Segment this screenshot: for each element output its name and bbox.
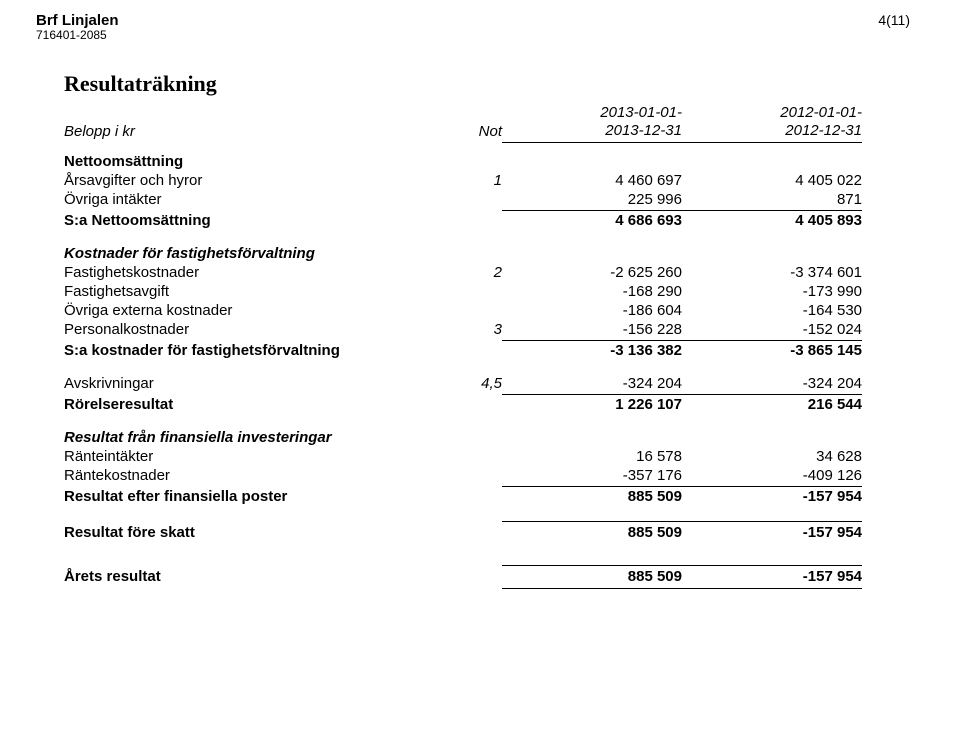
row-note: 2 bbox=[454, 264, 502, 281]
row-a: 225 996 bbox=[502, 191, 682, 208]
section-heading-label: Kostnader för fastighetsförvaltning bbox=[64, 245, 454, 262]
table-row: Övriga intäkter 225 996 871 bbox=[64, 190, 900, 209]
row-a: -357 176 bbox=[502, 467, 682, 484]
table-row: Övriga externa kostnader -186 604 -164 5… bbox=[64, 301, 900, 320]
table-row: Fastighetsavgift -168 290 -173 990 bbox=[64, 282, 900, 301]
table-row: Årsavgifter och hyror 1 4 460 697 4 405 … bbox=[64, 171, 900, 190]
org-name: Brf Linjalen bbox=[36, 12, 119, 29]
row-label: Fastighetsavgift bbox=[64, 283, 454, 300]
table-header-row: Belopp i kr Not 2013-01-01- 2013-12-31 2… bbox=[64, 103, 900, 141]
row-note: 4,5 bbox=[454, 375, 502, 392]
section-heading-label: Nettoomsättning bbox=[64, 153, 454, 170]
col-header-b: 2012-01-01- 2012-12-31 bbox=[682, 104, 862, 140]
subtotal-b: 216 544 bbox=[682, 394, 862, 413]
subtotal-label: Resultat före skatt bbox=[64, 524, 454, 541]
subtotal-a: 885 509 bbox=[502, 486, 682, 505]
row-b: -409 126 bbox=[682, 467, 862, 484]
row-label: Fastighetskostnader bbox=[64, 264, 454, 281]
section-heading-label: Resultat från finansiella investeringar bbox=[64, 429, 454, 446]
row-note: 3 bbox=[454, 321, 502, 338]
row-b: 871 bbox=[682, 191, 862, 208]
subtotal-label: Resultat efter finansiella poster bbox=[64, 488, 454, 505]
page-title: Resultaträkning bbox=[36, 71, 910, 97]
row-label: Personalkostnader bbox=[64, 321, 454, 338]
col-header-a-l2: 2013-12-31 bbox=[605, 122, 682, 139]
subtotal-b: -157 954 bbox=[682, 524, 862, 541]
row-label: Räntekostnader bbox=[64, 467, 454, 484]
total-b: -157 954 bbox=[682, 568, 862, 585]
subtotal-b: 4 405 893 bbox=[682, 210, 862, 229]
subtotal-a: 4 686 693 bbox=[502, 210, 682, 229]
col-header-b-l1: 2012-01-01- bbox=[780, 104, 862, 121]
page-number: 4(11) bbox=[878, 12, 910, 28]
subtotal-row: S:a Nettoomsättning 4 686 693 4 405 893 bbox=[64, 209, 900, 230]
subtotal-row: Rörelseresultat 1 226 107 216 544 bbox=[64, 393, 900, 414]
row-a: 4 460 697 bbox=[502, 172, 682, 189]
row-a: -168 290 bbox=[502, 283, 682, 300]
row-a: -156 228 bbox=[502, 321, 682, 338]
subtotal-a: 885 509 bbox=[502, 524, 682, 541]
subtotal-a: -3 136 382 bbox=[502, 340, 682, 359]
table-row: Personalkostnader 3 -156 228 -152 024 bbox=[64, 320, 900, 339]
row-a: -2 625 260 bbox=[502, 264, 682, 281]
table-row: Fastighetskostnader 2 -2 625 260 -3 374 … bbox=[64, 263, 900, 282]
org-id: 716401-2085 bbox=[36, 29, 119, 43]
row-label: Ränteintäkter bbox=[64, 448, 454, 465]
col-header-b-l2: 2012-12-31 bbox=[785, 122, 862, 139]
subtotal-row: S:a kostnader för fastighetsförvaltning … bbox=[64, 339, 900, 360]
section-heading-netto: Nettoomsättning bbox=[64, 152, 900, 171]
table-row: Ränteintäkter 16 578 34 628 bbox=[64, 447, 900, 466]
subtotal-label: S:a Nettoomsättning bbox=[64, 212, 454, 229]
total-row: Årets resultat 885 509 -157 954 bbox=[64, 567, 900, 586]
income-statement-table: Belopp i kr Not 2013-01-01- 2013-12-31 2… bbox=[36, 103, 910, 589]
row-b: -164 530 bbox=[682, 302, 862, 319]
row-b: -3 374 601 bbox=[682, 264, 862, 281]
row-a: 16 578 bbox=[502, 448, 682, 465]
col-header-note: Not bbox=[454, 123, 502, 140]
col-header-label: Belopp i kr bbox=[64, 123, 454, 140]
row-label: Årsavgifter och hyror bbox=[64, 172, 454, 189]
subtotal-row: Resultat före skatt 885 509 -157 954 bbox=[64, 523, 900, 542]
subtotal-b: -3 865 145 bbox=[682, 340, 862, 359]
col-header-a-l1: 2013-01-01- bbox=[600, 104, 682, 121]
subtotal-b: -157 954 bbox=[682, 486, 862, 505]
row-b: -324 204 bbox=[682, 375, 862, 392]
section-heading-financial: Resultat från finansiella investeringar bbox=[64, 428, 900, 447]
row-b: -173 990 bbox=[682, 283, 862, 300]
total-a: 885 509 bbox=[502, 568, 682, 585]
row-label: Avskrivningar bbox=[64, 375, 454, 392]
subtotal-label: S:a kostnader för fastighetsförvaltning bbox=[64, 342, 454, 359]
row-note: 1 bbox=[454, 172, 502, 189]
table-row: Avskrivningar 4,5 -324 204 -324 204 bbox=[64, 374, 900, 393]
row-label: Övriga externa kostnader bbox=[64, 302, 454, 319]
row-a: -186 604 bbox=[502, 302, 682, 319]
subtotal-row: Resultat efter finansiella poster 885 50… bbox=[64, 485, 900, 506]
row-b: 34 628 bbox=[682, 448, 862, 465]
row-b: -152 024 bbox=[682, 321, 862, 338]
row-label: Övriga intäkter bbox=[64, 191, 454, 208]
subtotal-label: Rörelseresultat bbox=[64, 396, 454, 413]
row-a: -324 204 bbox=[502, 375, 682, 392]
col-header-a: 2013-01-01- 2013-12-31 bbox=[502, 104, 682, 140]
section-heading-costs: Kostnader för fastighetsförvaltning bbox=[64, 244, 900, 263]
subtotal-a: 1 226 107 bbox=[502, 394, 682, 413]
total-label: Årets resultat bbox=[64, 568, 454, 585]
row-b: 4 405 022 bbox=[682, 172, 862, 189]
table-row: Räntekostnader -357 176 -409 126 bbox=[64, 466, 900, 485]
rule bbox=[64, 588, 900, 589]
